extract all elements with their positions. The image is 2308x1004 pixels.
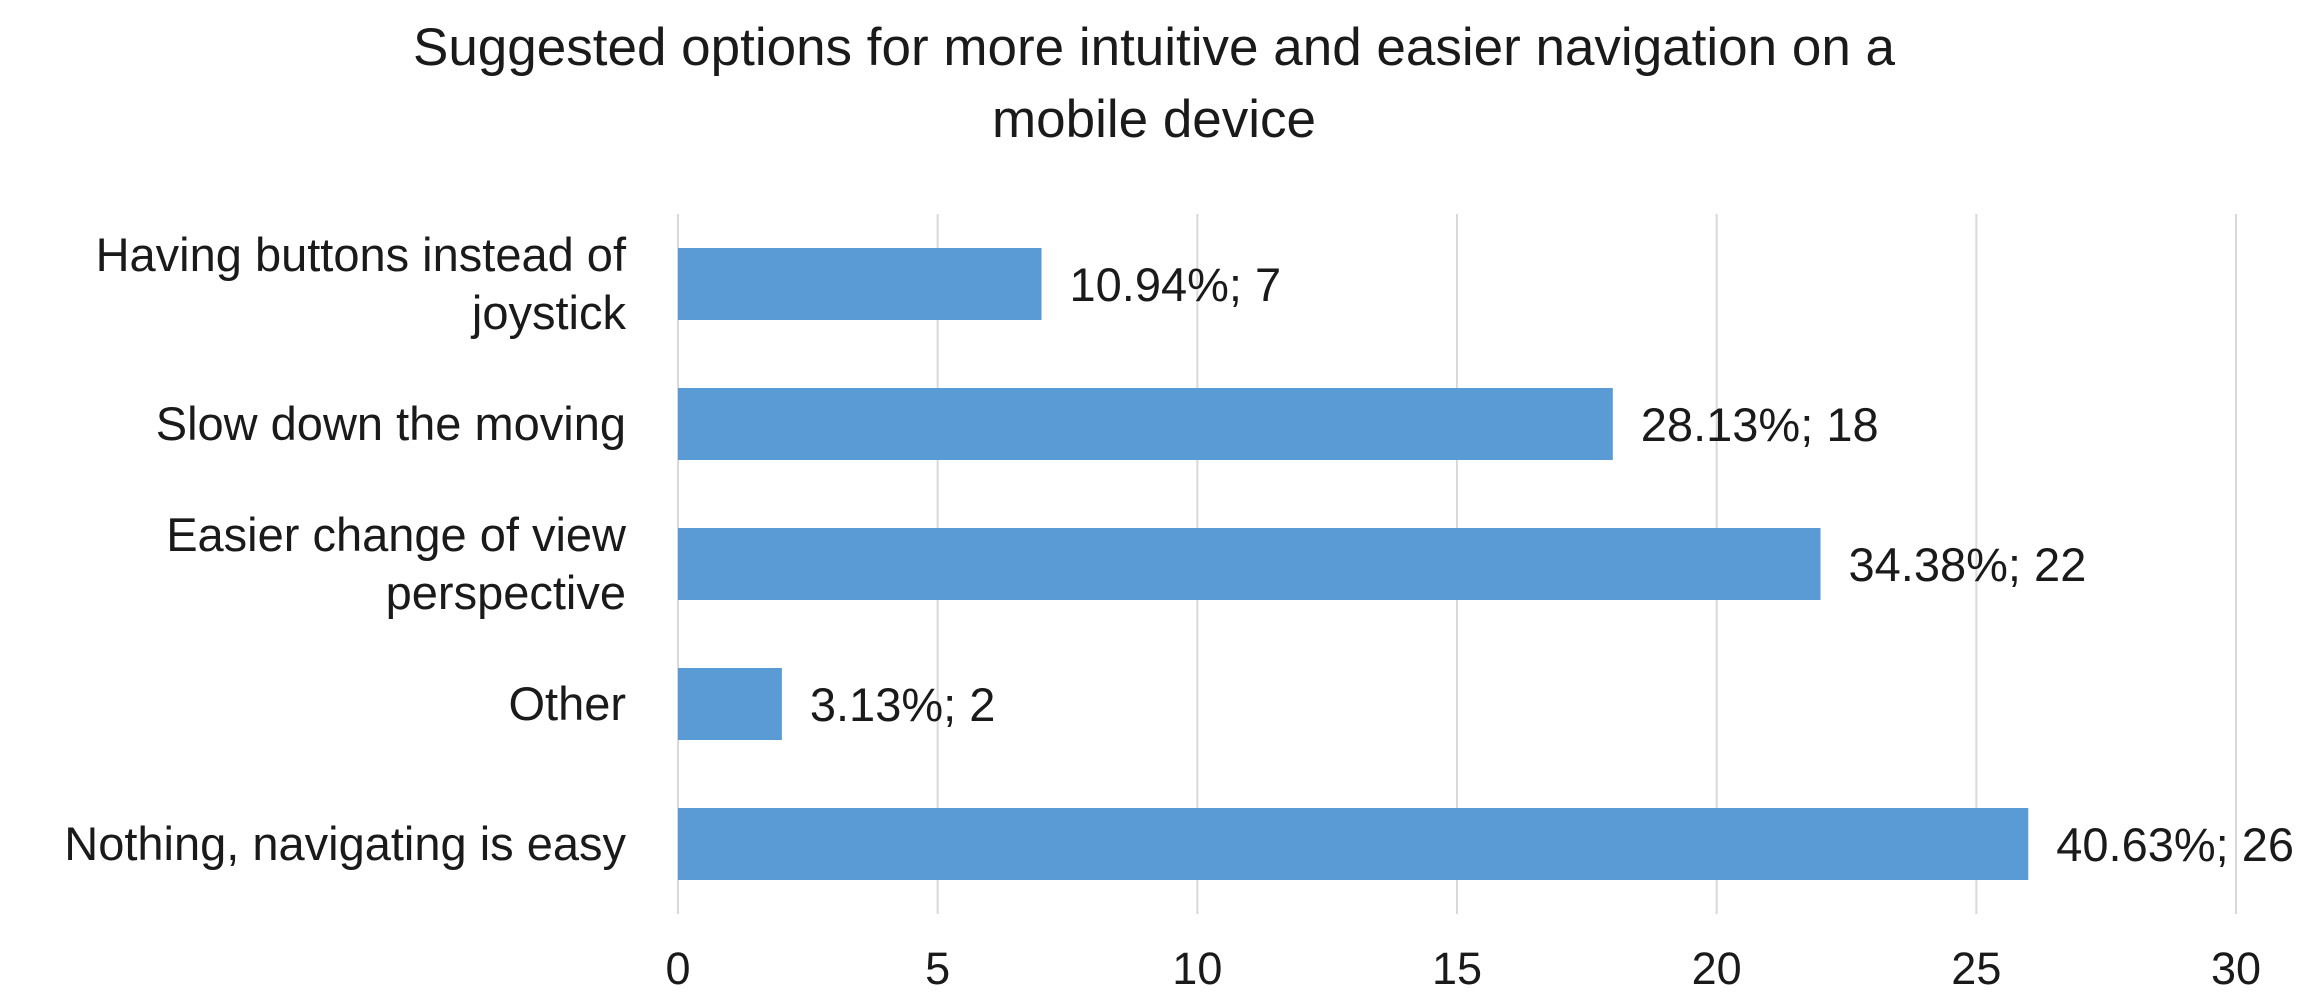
category-label: Nothing, navigating is easy — [64, 817, 626, 870]
x-tick-label: 25 — [1951, 943, 2001, 994]
x-tick-label: 30 — [2211, 943, 2261, 994]
x-axis-ticks: 0 5 10 15 20 25 30 — [665, 943, 2261, 994]
bars — [678, 248, 2029, 880]
data-label: 40.63%; 26 — [2056, 818, 2294, 871]
data-label: 10.94%; 7 — [1070, 258, 1282, 311]
bar-2 — [678, 528, 1821, 600]
x-tick-label: 15 — [1432, 943, 1482, 994]
category-label: Easier change of view perspective — [166, 508, 627, 619]
data-label: 34.38%; 22 — [1849, 538, 2087, 591]
bar-1 — [678, 388, 1613, 460]
bar-3 — [678, 668, 782, 740]
x-tick-label: 0 — [665, 943, 690, 994]
bar-0 — [678, 248, 1042, 320]
x-tick-label: 10 — [1172, 943, 1222, 994]
chart-title: Suggested options for more intuitive and… — [412, 18, 1895, 149]
x-tick-label: 20 — [1692, 943, 1742, 994]
data-labels: 10.94%; 7 28.13%; 18 34.38%; 22 3.13%; 2 40.… — [810, 258, 2294, 871]
data-label: 3.13%; 2 — [810, 678, 996, 731]
bar-4 — [678, 808, 2029, 880]
category-label: Having buttons instead of joystick — [96, 228, 627, 339]
category-labels: Having buttons instead of joystick Slow do… — [64, 228, 627, 870]
category-label: Slow down the moving — [156, 397, 626, 450]
data-label: 28.13%; 18 — [1641, 398, 1879, 451]
category-label: Other — [508, 677, 626, 730]
x-tick-label: 5 — [925, 943, 950, 994]
